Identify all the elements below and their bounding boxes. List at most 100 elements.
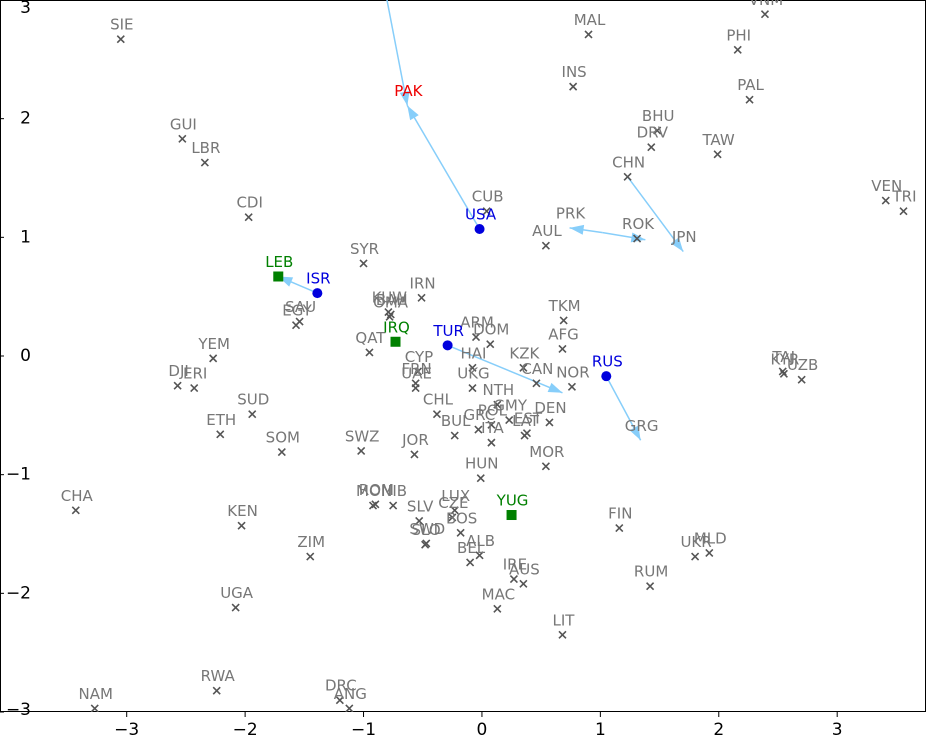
arrow-line <box>626 176 684 253</box>
point-label: USA <box>465 206 497 224</box>
point-label: DRC <box>325 677 357 695</box>
point <box>705 548 714 558</box>
point <box>273 271 284 282</box>
point-label: NIB <box>381 482 407 500</box>
point-label: KYR <box>770 350 799 368</box>
x-tick-label: 3 <box>832 720 843 740</box>
x-tick-label: −1 <box>351 720 376 740</box>
point <box>386 310 395 319</box>
arrow-head <box>547 382 563 393</box>
point-label: ALB <box>466 532 495 550</box>
point <box>615 524 624 533</box>
point <box>417 293 426 302</box>
point-label: MAL <box>574 11 606 29</box>
arrow-head <box>629 425 641 441</box>
point-label: GRC <box>464 406 496 424</box>
point-label: KEN <box>227 502 258 520</box>
point-label: PAL <box>737 76 764 94</box>
point-label: SWD <box>409 520 445 538</box>
point <box>633 234 642 243</box>
point <box>520 431 529 440</box>
point-label: UKG <box>457 365 489 383</box>
point-label: MOR <box>529 443 564 461</box>
point-label: EST <box>514 410 543 428</box>
point-label: QAT <box>355 329 386 347</box>
point-label: LBR <box>191 139 220 157</box>
point-label: ANG <box>334 685 367 703</box>
point <box>779 369 788 378</box>
point <box>474 425 483 434</box>
point-label: PHI <box>726 26 751 44</box>
arrow-head <box>399 90 410 106</box>
point-label: KUW <box>372 289 407 307</box>
point-label: GUI <box>170 115 197 133</box>
point <box>541 462 550 471</box>
point-label: POL <box>478 401 508 419</box>
arrow-head <box>407 105 419 121</box>
point <box>291 321 301 330</box>
point-label: CYP <box>405 348 433 366</box>
point-label: AFG <box>548 325 579 343</box>
point <box>442 340 453 351</box>
y-tick-label: 2 <box>20 109 31 129</box>
point-label: LIT <box>552 611 575 629</box>
arrow-head <box>569 224 585 235</box>
point <box>567 382 577 391</box>
point <box>474 224 485 235</box>
point <box>519 363 528 372</box>
point-label: CHL <box>423 391 454 409</box>
point-label: NAM <box>79 685 113 703</box>
point-label: LEB <box>265 253 293 271</box>
point-label: INS <box>562 63 587 81</box>
point <box>277 448 286 457</box>
x-tick-label: 2 <box>713 720 724 740</box>
point <box>116 35 125 44</box>
point-label: MON <box>356 482 392 500</box>
point-label: GMY <box>493 397 528 415</box>
x-tick-label: −3 <box>114 720 139 740</box>
point-label: DOM <box>473 321 509 339</box>
point-label: TRI <box>891 188 916 206</box>
point <box>506 510 517 521</box>
point-label: UKR <box>680 533 711 551</box>
y-tick-label: 1 <box>20 227 31 247</box>
point-label: BHU <box>642 107 675 125</box>
point-label: RWA <box>201 667 236 685</box>
point <box>471 332 481 342</box>
point <box>476 474 485 483</box>
point <box>899 207 908 216</box>
point-label: SLV <box>407 497 434 515</box>
arrow-head <box>670 237 684 252</box>
point-label: ITA <box>481 419 504 437</box>
point-label: BUL <box>441 412 471 430</box>
point <box>450 506 459 515</box>
y-tick-label: 0 <box>20 346 31 366</box>
point-label: CAN <box>521 360 553 378</box>
point <box>200 158 209 167</box>
point-label: SLO <box>412 521 441 539</box>
point-label: LAT <box>512 412 540 430</box>
point-label: RUS <box>592 353 623 371</box>
point <box>90 704 99 712</box>
point <box>559 316 568 325</box>
point <box>209 354 218 363</box>
point-label: FIN <box>608 505 632 523</box>
point-label: ISR <box>306 270 330 288</box>
point <box>456 528 465 537</box>
point <box>248 410 257 419</box>
point-label: BAH <box>376 291 408 309</box>
y-tick-label: −1 <box>6 465 31 485</box>
point <box>487 420 496 429</box>
point-label: ARM <box>460 314 494 332</box>
point-label: DJI <box>168 362 188 380</box>
point <box>558 630 567 639</box>
point <box>450 431 459 440</box>
point-label: ROK <box>622 215 655 233</box>
point-label: NOR <box>556 363 589 381</box>
point <box>691 552 700 561</box>
point <box>71 506 80 515</box>
x-tick-label: 0 <box>477 720 488 740</box>
point-label: YEM <box>197 335 230 353</box>
point-label: CDI <box>236 194 262 212</box>
point-label: LUX <box>441 487 470 505</box>
